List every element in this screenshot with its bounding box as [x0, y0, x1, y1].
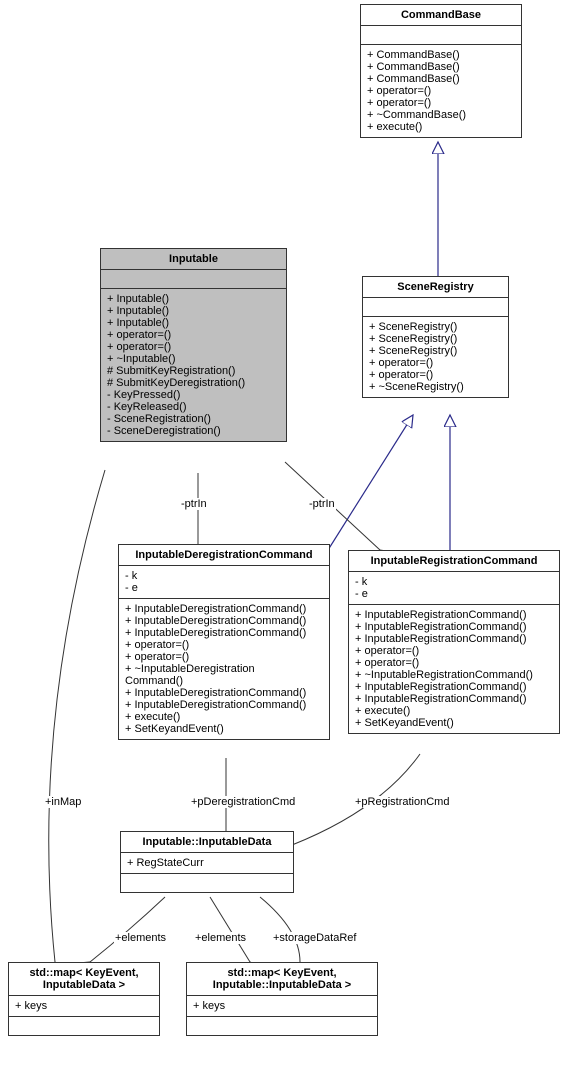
class-Map1: std::map< KeyEvent, InputableData > + ke… — [8, 962, 160, 1036]
label-pDeregCmd: +pDeregistrationCmd — [190, 796, 296, 808]
ops-section: + InputableRegistrationCommand() + Input… — [349, 605, 559, 733]
class-InputableRegistrationCommand: InputableRegistrationCommand - k - e + I… — [348, 550, 560, 734]
ops-section: + Inputable() + Inputable() + Inputable(… — [101, 289, 286, 441]
class-title: std::map< KeyEvent, Inputable::Inputable… — [187, 963, 377, 996]
label-elements2: +elements — [194, 932, 247, 944]
attrs-section — [101, 270, 286, 289]
attrs-section: - k - e — [349, 572, 559, 605]
class-InputableData: Inputable::InputableData + RegStateCurr — [120, 831, 294, 893]
class-Map2: std::map< KeyEvent, Inputable::Inputable… — [186, 962, 378, 1036]
attrs-section: + keys — [187, 996, 377, 1017]
ops-section: + SceneRegistry() + SceneRegistry() + Sc… — [363, 317, 508, 397]
label-inMap: +inMap — [44, 796, 82, 808]
attrs-section: - k - e — [119, 566, 329, 599]
ops-section — [121, 874, 293, 892]
class-title: InputableDeregistrationCommand — [119, 545, 329, 566]
class-title: std::map< KeyEvent, InputableData > — [9, 963, 159, 996]
class-Inputable: Inputable + Inputable() + Inputable() + … — [100, 248, 287, 442]
attrs-section — [363, 298, 508, 317]
label-storageDataRef: +storageDataRef — [272, 932, 357, 944]
label-ptrIn2: -ptrIn — [308, 498, 336, 510]
attrs-section — [361, 26, 521, 45]
label-elements1: +elements — [114, 932, 167, 944]
class-SceneRegistry: SceneRegistry + SceneRegistry() + SceneR… — [362, 276, 509, 398]
class-title: Inputable — [101, 249, 286, 270]
class-title: InputableRegistrationCommand — [349, 551, 559, 572]
ops-section: + CommandBase() + CommandBase() + Comman… — [361, 45, 521, 137]
class-title: CommandBase — [361, 5, 521, 26]
edges-layer — [0, 0, 583, 1060]
class-title: SceneRegistry — [363, 277, 508, 298]
ops-section — [187, 1017, 377, 1035]
label-ptrIn1: -ptrIn — [180, 498, 208, 510]
ops-section: + InputableDeregistrationCommand() + Inp… — [119, 599, 329, 739]
class-InputableDeregistrationCommand: InputableDeregistrationCommand - k - e +… — [118, 544, 330, 740]
label-pRegCmd: +pRegistrationCmd — [354, 796, 450, 808]
ops-section — [9, 1017, 159, 1035]
attrs-section: + RegStateCurr — [121, 853, 293, 874]
attrs-section: + keys — [9, 996, 159, 1017]
class-title: Inputable::InputableData — [121, 832, 293, 853]
class-CommandBase: CommandBase + CommandBase() + CommandBas… — [360, 4, 522, 138]
